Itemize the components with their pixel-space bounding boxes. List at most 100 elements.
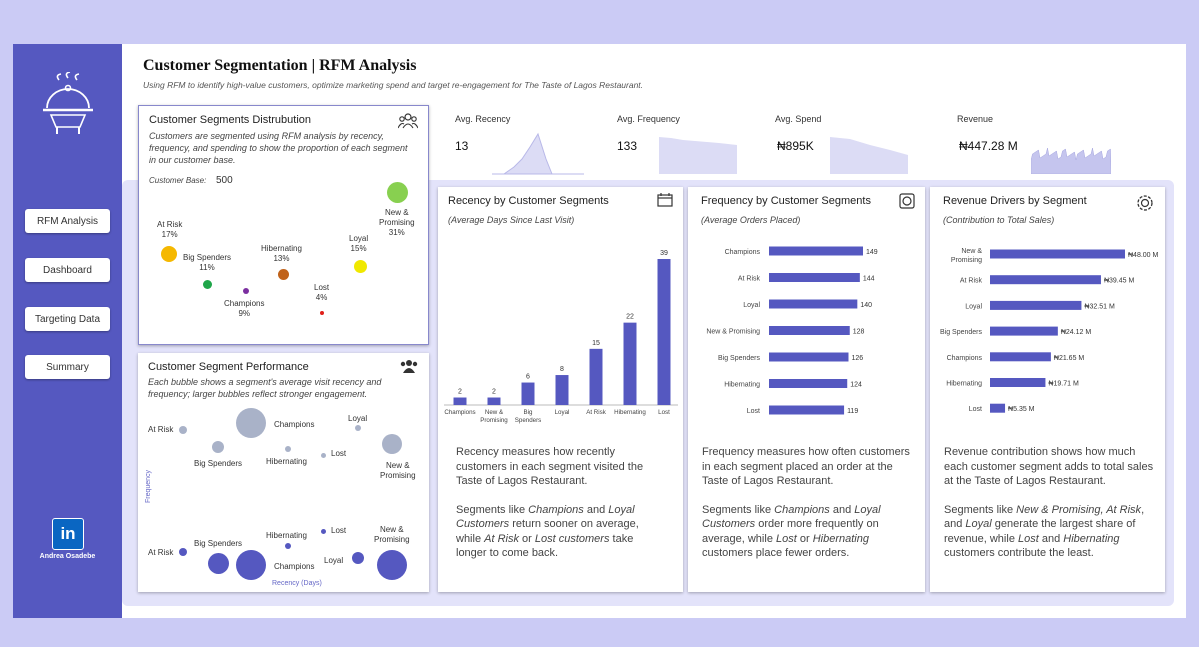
revenue-bar-at-risk	[990, 275, 1101, 285]
revenue-bar-hibernating	[990, 378, 1046, 387]
recency-bar-at-risk	[589, 348, 603, 405]
revenue-card: Revenue Drivers by Segment (Contribution…	[930, 187, 1165, 592]
performance-bottom-label-at-risk: At Risk	[148, 548, 174, 557]
frequency-tick-new-and-promising: New & Promising	[706, 329, 760, 336]
performance-top-label-loyal: Loyal	[348, 414, 368, 423]
nav-targeting-data-button[interactable]: Targeting Data	[25, 307, 110, 331]
recency-bar-big-spenders	[521, 382, 535, 405]
revenue-bar-chart: New & Promising ₦48.00 M At Risk ₦39.45 M Loy…	[940, 248, 1159, 413]
distribution-bubble-at-risk	[161, 246, 177, 262]
performance-top-bubble-big-spenders	[212, 441, 224, 453]
frequency-bar-new-and-promising	[769, 326, 850, 335]
frequency-bar-hibernating	[769, 379, 848, 388]
performance-bottom-bubble-hibernating	[285, 543, 291, 549]
kpi-revenue-label: Revenue	[957, 114, 994, 124]
x-axis-label: Recency (Days)	[272, 580, 322, 587]
performance-description: Each bubble shows a segment's average vi…	[148, 377, 382, 399]
recency-bar-new-and-promising	[487, 397, 501, 405]
frequency-tick-hibernating: Hibernating	[724, 382, 760, 389]
performance-bubble-chart: At Risk Champions Loyal Big Spenders Hiberna…	[138, 353, 429, 592]
revenue-value-hibernating: ₦19.71 M	[1048, 381, 1079, 388]
nav-summary-button[interactable]: Summary	[25, 355, 110, 379]
distribution-description: Customers are segmented using RFM analys…	[149, 131, 408, 165]
revenue-tick-at-risk: At Risk	[960, 278, 983, 285]
performance-top-bubble-new-and-promising	[382, 434, 402, 454]
kpi-revenue-value: ₦447.28 M	[959, 139, 1018, 153]
distribution-label-at-risk: At Risk 17%	[157, 220, 183, 239]
performance-top-label-at-risk: At Risk	[148, 425, 174, 434]
performance-top-bubble-at-risk	[179, 426, 187, 434]
recency-tick-loyal: Loyal	[555, 409, 570, 416]
performance-top-label-hibernating: Hibernating	[266, 457, 307, 466]
kpi-frequency-label: Avg. Frequency	[617, 114, 680, 124]
segment-distribution-card: Customer Segments Distrubution Customers…	[138, 105, 429, 345]
frequency-sparkline	[659, 137, 737, 174]
performance-top-label-new-and-promising: New & Promising	[380, 461, 416, 480]
revenue-value-new-and-promising: ₦48.00 M	[1128, 252, 1159, 259]
people-group-icon	[399, 359, 419, 376]
revenue-bar-champions	[990, 352, 1051, 362]
revenue-tick-champions: Champions	[947, 355, 983, 362]
recency-card: Recency by Customer Segments (Average Da…	[438, 187, 683, 592]
revenue-value-big-spenders: ₦24.12 M	[1061, 329, 1092, 336]
performance-top-bubble-champions	[236, 408, 266, 438]
calendar-icon	[657, 193, 673, 210]
performance-bottom-bubble-big-spenders	[207, 552, 229, 574]
distribution-label-loyal: Loyal 15%	[349, 234, 369, 253]
distribution-label-lost: Lost 4%	[314, 283, 330, 302]
recency-value-at-risk: 15	[592, 340, 600, 347]
revenue-value-loyal: ₦32.51 M	[1084, 303, 1115, 310]
sidebar: RFM Analysis Dashboard Targeting Data Su…	[13, 44, 122, 618]
recency-tick-big-spenders: Big	[524, 409, 534, 416]
kpi-spend-value: ₦895K	[777, 139, 814, 153]
frequency-value-lost: 119	[847, 408, 858, 415]
distribution-title: Customer Segments Distrubution	[149, 114, 312, 126]
chart-window-icon	[899, 193, 915, 212]
spend-sparkline	[830, 137, 908, 174]
recency-tick-champions: Champions	[444, 409, 475, 416]
nav-rfm-analysis-button[interactable]: RFM Analysis	[25, 209, 110, 233]
performance-top-bubble-loyal	[355, 425, 361, 431]
recency-description: Recency measures how recently customers …	[456, 446, 644, 559]
revenue-tick-loyal: Loyal	[965, 303, 982, 310]
recency-bar-hibernating	[623, 322, 637, 405]
frequency-card: Frequency by Customer Segments (Average …	[688, 187, 925, 592]
recency-tick-big-spenders: Spenders	[515, 417, 542, 424]
frequency-value-loyal: 140	[860, 302, 872, 309]
revenue-tick-new-and-promising: Promising	[951, 257, 982, 264]
recency-value-hibernating: 22	[626, 314, 634, 321]
performance-top-bubble-hibernating	[285, 446, 291, 452]
linkedin-icon[interactable]: in	[52, 518, 84, 550]
distribution-label-big-spenders: Big Spenders 11%	[183, 253, 232, 272]
recency-value-lost: 39	[660, 250, 668, 257]
serving-cloche-logo-icon	[43, 72, 93, 134]
recency-tick-new-and-promising: New &	[485, 409, 504, 416]
recency-title: Recency by Customer Segments	[448, 195, 609, 207]
revenue-bar-loyal	[990, 300, 1082, 310]
frequency-tick-at-risk: At Risk	[738, 276, 761, 283]
revenue-value-at-risk: ₦39.45 M	[1104, 278, 1135, 285]
revenue-tick-new-and-promising: New &	[961, 248, 982, 255]
recency-tick-hibernating: Hibernating	[614, 409, 646, 416]
revenue-bar-big-spenders	[990, 326, 1058, 336]
recency-bar-loyal	[555, 375, 569, 405]
frequency-bar-lost	[769, 405, 845, 415]
performance-top-label-lost: Lost	[331, 449, 347, 458]
revenue-value-champions: ₦21.65 M	[1054, 355, 1085, 362]
distribution-bubble-chart: At Risk 17% Big Spenders 11% Champions 9% Hibe…	[139, 106, 428, 344]
frequency-value-hibernating: 124	[850, 382, 862, 389]
revenue-title: Revenue Drivers by Segment	[943, 195, 1087, 207]
performance-bottom-label-hibernating: Hibernating	[266, 531, 307, 540]
recency-sparkline	[492, 132, 584, 175]
frequency-bar-champions	[769, 246, 863, 256]
revenue-bar-lost	[990, 403, 1006, 413]
frequency-tick-champions: Champions	[725, 249, 761, 256]
kpi-spend-label: Avg. Spend	[775, 114, 822, 124]
frequency-description: Frequency measures how often customers i…	[702, 446, 910, 559]
frequency-subtitle: (Average Orders Placed)	[701, 215, 801, 225]
performance-bottom-bubble-at-risk	[179, 548, 187, 556]
money-gear-icon	[1135, 193, 1155, 216]
revenue-tick-hibernating: Hibernating	[946, 381, 982, 388]
nav-dashboard-button[interactable]: Dashboard	[25, 258, 110, 282]
